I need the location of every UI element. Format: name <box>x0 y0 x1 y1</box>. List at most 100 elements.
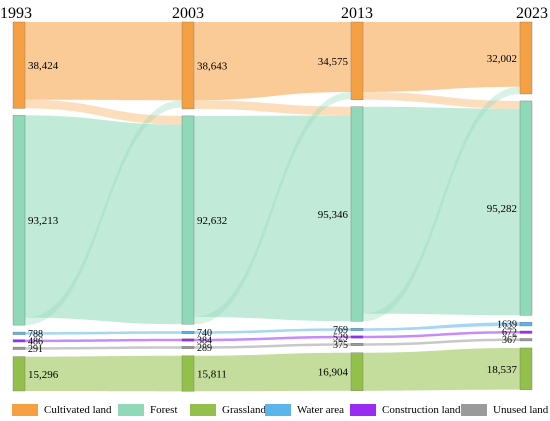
flow-band-persist <box>363 347 520 391</box>
node-construction-land <box>181 338 195 342</box>
value-label: 1639 <box>497 320 517 331</box>
flow-band-persist <box>363 330 520 339</box>
flow-band-persist <box>363 322 520 331</box>
value-label: 486 <box>28 336 43 347</box>
node-water-area <box>519 322 533 327</box>
legend-label: Construction land <box>382 404 461 416</box>
flow-band-transfer <box>363 86 520 322</box>
value-label: 92,632 <box>197 215 227 227</box>
legend-swatch-forest <box>118 404 144 416</box>
value-label: 529 <box>333 332 348 343</box>
flow-band-persist <box>25 22 182 101</box>
legend-item-grassland: Grassland <box>190 403 266 417</box>
flow-band-persist <box>194 115 351 322</box>
flow-band-persist <box>363 106 520 316</box>
legend-swatch-construction <box>350 404 376 416</box>
node-grassland <box>519 347 533 390</box>
value-label: 16,904 <box>318 367 349 379</box>
flow-band-persist <box>194 22 351 101</box>
value-label: 38,643 <box>197 60 228 72</box>
value-label: 769 <box>333 325 348 336</box>
year-label: 1993 <box>0 5 32 22</box>
legend-label: Forest <box>150 404 178 416</box>
node-cultivated-land <box>12 21 26 109</box>
node-water-area <box>12 331 26 335</box>
legend-label: Water area <box>297 404 345 416</box>
node-forest <box>350 106 364 322</box>
flow-band-persist <box>25 115 182 325</box>
value-label: 367 <box>502 335 517 346</box>
value-label: 93,213 <box>28 215 59 227</box>
year-label: 2023 <box>516 5 548 22</box>
legend-item-construction-land: Construction land <box>350 403 461 417</box>
flow-band-persist <box>194 335 351 342</box>
value-label: 95,282 <box>487 203 517 215</box>
value-label: 291 <box>28 344 43 355</box>
node-construction-land <box>519 330 533 334</box>
node-unused-land <box>12 346 26 350</box>
node-construction-land <box>350 335 364 339</box>
value-label: 15,811 <box>197 369 227 381</box>
node-grassland <box>12 356 26 392</box>
legend-swatch-cultivated <box>12 404 38 416</box>
node-unused-land <box>350 343 364 346</box>
flow-band-transfer <box>25 99 182 125</box>
legend-swatch-grassland <box>190 404 216 416</box>
value-label: 15,296 <box>28 369 59 381</box>
legend-item-unused-land: Unused land <box>461 403 548 417</box>
legend-item-forest: Forest <box>118 403 178 417</box>
value-label: 375 <box>333 340 348 351</box>
year-label: 2003 <box>172 5 204 22</box>
legend-swatch-water <box>265 404 291 416</box>
flow-band-persist <box>194 343 351 349</box>
node-forest <box>181 115 195 325</box>
node-grassland <box>181 355 195 392</box>
value-label: 38,424 <box>28 60 59 72</box>
flow-links <box>25 22 520 392</box>
legend: Cultivated land Forest Grassland Water a… <box>0 399 550 419</box>
value-label: 32,002 <box>487 53 517 65</box>
value-label: 384 <box>197 336 212 347</box>
node-grassland <box>350 352 364 391</box>
node-unused-land <box>519 338 533 342</box>
flow-band-transfer <box>25 100 182 326</box>
value-label: 18,537 <box>487 364 518 376</box>
node-forest <box>12 115 26 326</box>
legend-label: Cultivated land <box>44 404 112 416</box>
flow-band-persist <box>25 331 182 335</box>
node-forest <box>519 100 533 316</box>
flow-band-persist <box>25 355 182 392</box>
node-water-area <box>350 328 364 331</box>
legend-item-cultivated-land: Cultivated land <box>12 403 112 417</box>
node-unused-land <box>181 346 195 349</box>
node-cultivated-land <box>350 21 364 100</box>
year-labels: 1993 2003 2013 2023 <box>0 5 548 22</box>
value-label: 788 <box>28 329 43 340</box>
land-nodes <box>12 21 533 392</box>
flow-band-transfer <box>194 100 351 116</box>
node-water-area <box>181 331 195 334</box>
value-label: 740 <box>197 328 212 339</box>
flow-band-transfer <box>363 91 520 109</box>
legend-label: Unused land <box>493 404 549 416</box>
node-construction-land <box>12 339 26 343</box>
flow-band-transfer <box>194 91 351 325</box>
value-label: 95,346 <box>318 209 349 221</box>
legend-label: Grassland <box>222 404 266 416</box>
value-label: 672 <box>502 328 517 339</box>
legend-swatch-unused <box>461 404 487 416</box>
value-label: 34,575 <box>318 56 349 68</box>
flow-band-persist <box>363 338 520 346</box>
node-cultivated-land <box>519 21 533 95</box>
value-label: 289 <box>197 343 212 354</box>
node-cultivated-land <box>181 21 195 110</box>
flow-band-persist <box>194 352 351 392</box>
flow-band-persist <box>25 346 182 350</box>
flow-band-persist <box>363 22 520 92</box>
legend-item-water-area: Water area <box>265 403 344 417</box>
flow-band-persist <box>25 338 182 343</box>
year-label: 2013 <box>341 5 373 22</box>
flow-band-persist <box>194 328 351 334</box>
